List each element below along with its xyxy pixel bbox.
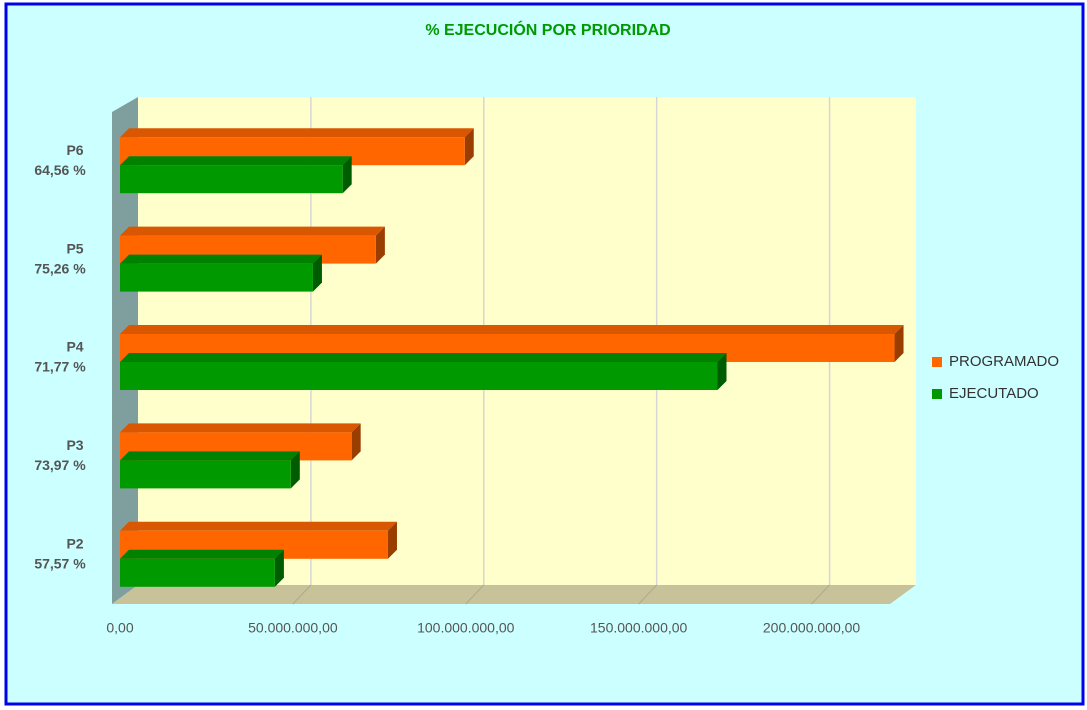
bar-side: [387, 521, 397, 559]
category-label: P2: [66, 536, 83, 552]
x-tick-label: 150.000.000,00: [590, 620, 688, 636]
category-sublabel: 57,57 %: [34, 556, 86, 572]
x-tick-label: 100.000.000,00: [417, 620, 515, 636]
bar-top: [120, 549, 284, 559]
bar-top: [120, 423, 361, 433]
bar: [120, 549, 284, 587]
bar-side: [351, 423, 361, 461]
floor-grid-line: [465, 584, 485, 605]
legend-swatch: [932, 389, 942, 399]
floor: [112, 585, 916, 604]
bar-side: [342, 156, 352, 194]
bar: [120, 521, 397, 559]
bar-side: [274, 549, 284, 587]
floor-grid-line: [638, 584, 658, 605]
bar-top: [120, 451, 300, 461]
x-tick-label: 0,00: [106, 620, 133, 636]
bar: [120, 353, 727, 390]
x-tick-label: 50.000.000,00: [248, 620, 338, 636]
category-sublabel: 71,77 %: [34, 359, 86, 375]
bar-side: [717, 353, 727, 390]
bar-top: [120, 325, 904, 334]
category-sublabel: 64,56 %: [34, 162, 86, 178]
category-sublabel: 75,26 %: [34, 260, 86, 276]
bar-side: [464, 128, 474, 166]
category-label: P4: [66, 339, 83, 355]
bar: [120, 254, 322, 292]
floor-grid-line: [811, 584, 830, 605]
bar-top: [120, 353, 727, 362]
bar: [120, 156, 352, 194]
bar-top: [120, 156, 352, 166]
bar-front: [120, 460, 291, 489]
bar-side: [290, 451, 300, 489]
bar: [120, 451, 300, 489]
category-sublabel: 73,97 %: [34, 457, 86, 473]
bar-top: [120, 128, 474, 138]
bar-side: [894, 325, 904, 362]
legend-label: PROGRAMADO: [949, 353, 1059, 370]
x-tick-label: 200.000.000,00: [763, 620, 861, 636]
legend-label: EJECUTADO: [949, 385, 1039, 402]
bar-front: [120, 263, 313, 292]
bar-side: [312, 254, 322, 292]
bar-side: [375, 226, 385, 264]
bar-top: [120, 226, 385, 236]
chart-title: % EJECUCIÓN POR PRIORIDAD: [425, 20, 670, 39]
floor-grid-line: [292, 584, 312, 605]
category-label: P5: [66, 240, 83, 256]
legend-swatch: [932, 357, 942, 367]
bar-front: [120, 165, 343, 194]
bar-top: [120, 521, 397, 531]
category-label: P6: [66, 142, 83, 158]
bar-front: [120, 558, 275, 587]
bar-front: [120, 362, 718, 390]
bar-top: [120, 254, 322, 264]
category-label: P3: [66, 437, 83, 453]
